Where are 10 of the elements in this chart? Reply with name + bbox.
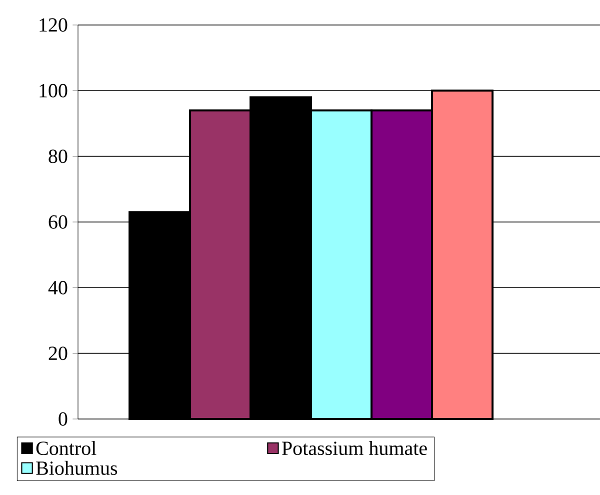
y-tick-label: 80 [48,150,68,164]
y-tick-label: 0 [58,412,68,426]
legend-label: Potassium humate [282,440,427,456]
y-tick-label: 60 [48,215,68,229]
y-tick-label: 20 [48,346,68,360]
y-tick-label: 40 [48,280,68,294]
y-tick-label: 100 [40,84,68,98]
legend-label: Biohumus [36,460,118,475]
y-tick-label: 120 [40,18,68,32]
legend-label: Control [36,440,96,456]
